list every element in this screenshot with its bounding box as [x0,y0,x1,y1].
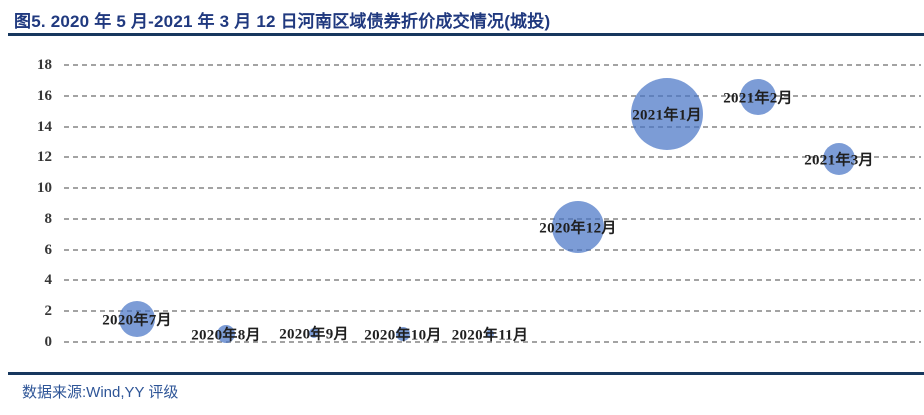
gridline [64,94,921,97]
figure-title: 图5. 2020 年 5 月-2021 年 3 月 12 日河南区域债券折价成交… [14,12,551,31]
data-point-label: 2021年1月 [632,107,702,124]
source-text: 数据来源:Wind,YY 评级 [22,384,179,401]
gridline [64,156,921,159]
data-point-label: 2020年8月 [191,327,261,344]
source-divider [8,372,924,375]
gridline [64,217,921,220]
data-bubble [486,330,494,339]
y-tick-label: 4 [44,272,53,289]
data-point-label: 2021年3月 [804,152,874,169]
data-bubble [552,200,604,253]
data-point-label: 2020年12月 [539,220,617,237]
data-bubble [309,327,319,338]
data-bubble [119,300,155,337]
gridline [64,341,921,343]
gridline [64,248,921,251]
data-bubble [823,142,855,175]
gridline [64,125,921,128]
gridline [64,310,921,313]
y-tick-label: 6 [44,241,53,258]
y-tick-label: 2 [44,303,53,320]
y-tick-label: 18 [37,56,52,73]
data-bubble [740,79,776,116]
data-point-label: 2020年7月 [102,312,172,329]
y-tick-label: 16 [37,87,52,104]
y-tick-label: 10 [37,180,52,197]
y-tick-label: 14 [37,118,52,135]
gridline [64,279,921,282]
gridline [64,63,921,66]
y-tick-label: 12 [37,149,52,166]
title-underline [8,33,924,36]
gridline [64,187,921,190]
y-tick-label: 0 [44,334,53,350]
data-bubble [217,325,235,344]
data-bubble [631,78,703,151]
data-point-label: 2020年11月 [451,327,529,344]
data-bubble [396,327,410,342]
data-point-label: 2020年9月 [279,326,349,343]
data-point-label: 2020年10月 [364,327,442,344]
y-tick-label: 8 [44,210,53,227]
data-point-label: 2021年2月 [723,90,793,107]
